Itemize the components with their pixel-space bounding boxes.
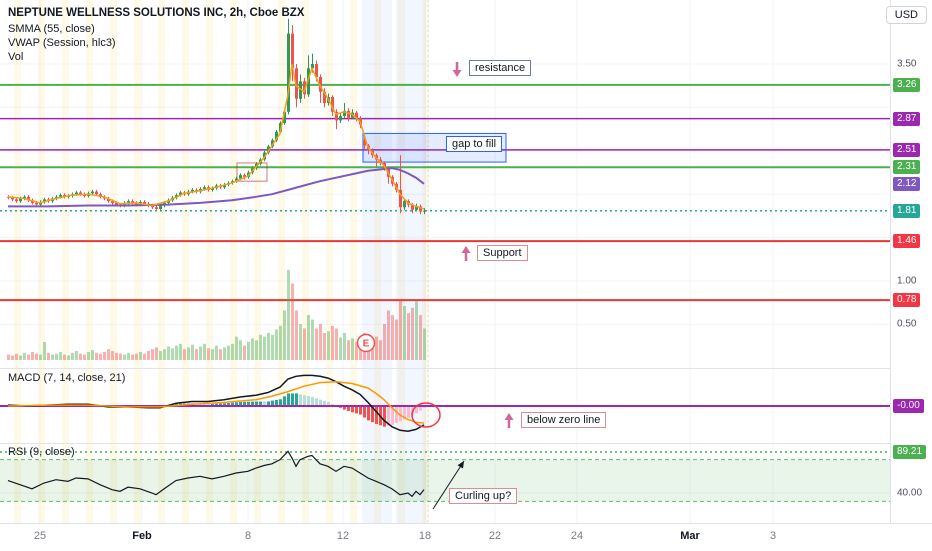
time-axis-label[interactable]: 18 [418, 530, 432, 542]
currency-toggle-button[interactable]: USD [885, 6, 927, 24]
macd-signal-line [7, 380, 425, 424]
main-legend: NEPTUNE WELLNESS SOLUTIONS INC, 2h, Cboe… [8, 6, 304, 64]
price-axis-badge[interactable]: 2.31 [893, 160, 921, 175]
volume-layer [7, 270, 426, 360]
rsi-axis-badge[interactable]: 89.21 [893, 445, 927, 459]
rsi-legend[interactable]: RSI (9, close) [8, 446, 75, 458]
price-axis-badge[interactable]: 2.51 [893, 142, 921, 157]
time-axis-label[interactable]: 3 [769, 530, 777, 542]
price-axis-label[interactable]: 1.00 [897, 275, 917, 287]
earnings-marker-icon[interactable] [356, 333, 376, 353]
price-axis-badge[interactable]: 1.81 [893, 203, 921, 218]
pane-separator[interactable] [0, 368, 932, 369]
trend-arrow-drawing[interactable] [432, 460, 465, 510]
macd-legend[interactable]: MACD (7, 14, close, 21) [8, 372, 126, 384]
smma-line [8, 167, 425, 208]
price-axis[interactable]: 3.50 1.00 0.50 3.26 2.87 2.51 2.31 2.12 1.81 1.46… [890, 0, 932, 523]
earnings-layer: E [356, 333, 376, 353]
vwap-line [7, 63, 425, 210]
time-axis-label[interactable]: 24 [570, 530, 584, 542]
rsi-layer [0, 450, 890, 510]
price-axis-badge[interactable]: 3.26 [893, 77, 921, 92]
price-axis-label[interactable]: 0.50 [897, 318, 917, 330]
vwap-layer [7, 63, 425, 210]
annotation-below-zero-line[interactable]: below zero line [521, 412, 607, 428]
level-lines-layer [0, 83, 890, 302]
chart-canvas[interactable]: E [0, 0, 890, 523]
price-axis-badge[interactable]: 2.87 [893, 111, 921, 126]
annotation-resistance[interactable]: resistance [469, 60, 532, 76]
symbol-title[interactable]: NEPTUNE WELLNESS SOLUTIONS INC, 2h, Cboe… [8, 7, 305, 19]
svg-text:E: E [363, 339, 370, 350]
annotation-curling-up[interactable]: Curling up? [449, 488, 518, 504]
time-axis-label[interactable]: 22 [488, 530, 502, 542]
macd-circle-drawing[interactable] [411, 402, 441, 428]
indicator-smma[interactable]: SMMA (55, close) [8, 23, 95, 35]
price-axis-badge[interactable]: 2.12 [893, 176, 921, 191]
price-axis-label[interactable]: 3.50 [897, 58, 917, 70]
time-axis-label[interactable]: 25 [33, 530, 47, 542]
macd-axis-badge[interactable]: -0.00 [893, 399, 924, 413]
indicator-vwap[interactable]: VWAP (Session, hlc3) [8, 37, 116, 49]
annotation-support[interactable]: Support [477, 245, 528, 261]
time-axis-label[interactable]: 8 [244, 530, 252, 542]
highlight-box[interactable] [236, 162, 268, 182]
time-axis[interactable]: 25 Feb 8 12 18 22 24 Mar 3 [0, 523, 932, 551]
price-axis-badge[interactable]: 0.78 [893, 293, 921, 308]
smma-layer [8, 167, 425, 208]
price-axis-badge[interactable]: 1.46 [893, 234, 921, 249]
session-shading-layer [14, 0, 429, 523]
pane-separator[interactable] [0, 443, 932, 444]
annotation-gap-to-fill[interactable]: gap to fill [446, 136, 503, 152]
time-axis-label[interactable]: Mar [680, 530, 700, 542]
indicator-vol[interactable]: Vol [8, 51, 24, 63]
macd-layer [0, 374, 890, 432]
time-axis-label[interactable]: Feb [132, 530, 152, 542]
rsi-axis-label[interactable]: 40.00 [897, 487, 923, 499]
marker-arrows-layer [452, 62, 514, 428]
grid-layer [0, 0, 890, 523]
rsi-line [7, 450, 425, 498]
time-axis-label[interactable]: 12 [336, 530, 350, 542]
